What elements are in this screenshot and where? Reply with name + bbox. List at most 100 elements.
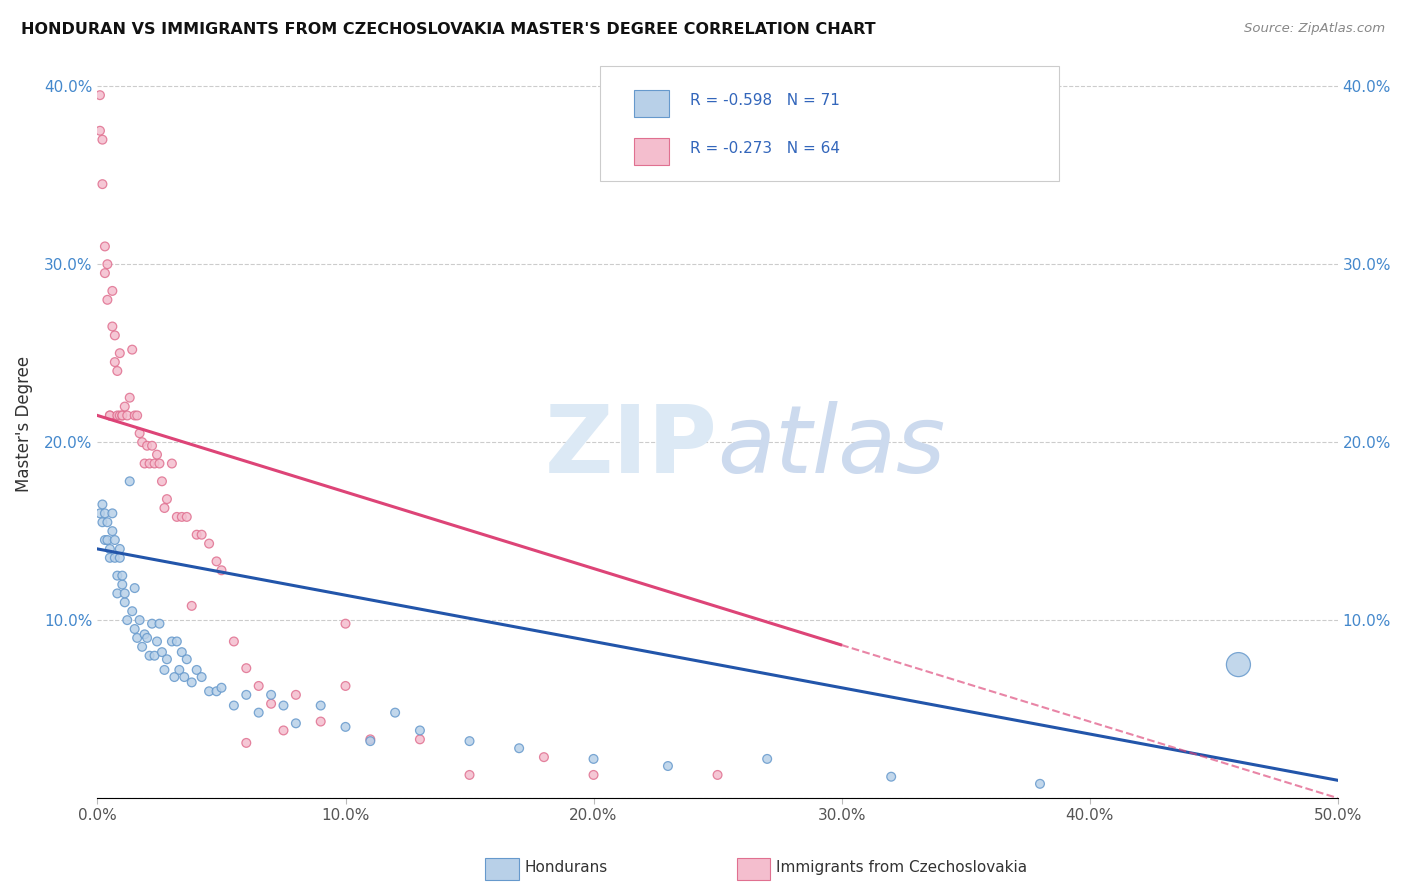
Point <box>222 634 245 648</box>
Point <box>131 435 153 450</box>
Point <box>176 652 198 666</box>
Point <box>176 509 198 524</box>
Point <box>384 706 406 720</box>
Point <box>141 439 163 453</box>
Point <box>186 527 208 541</box>
Point <box>235 661 257 675</box>
Point <box>98 409 121 423</box>
Point <box>160 457 183 471</box>
Point <box>114 595 136 609</box>
Text: R = -0.273   N = 64: R = -0.273 N = 64 <box>690 141 841 156</box>
Point <box>150 475 173 489</box>
Point <box>128 426 150 441</box>
Point <box>756 752 779 766</box>
FancyBboxPatch shape <box>600 66 1059 181</box>
Point <box>105 568 128 582</box>
Point <box>118 475 141 489</box>
Point <box>96 515 118 529</box>
Point <box>156 652 179 666</box>
Point <box>309 714 332 729</box>
Point <box>115 613 138 627</box>
Point <box>134 457 156 471</box>
Point <box>127 631 149 645</box>
Point <box>136 631 159 645</box>
Text: R = -0.598   N = 71: R = -0.598 N = 71 <box>690 94 841 109</box>
Point <box>458 734 481 748</box>
Point <box>101 319 124 334</box>
Point <box>706 768 728 782</box>
Point <box>91 498 114 512</box>
Point <box>198 684 221 698</box>
Point <box>98 541 121 556</box>
Point <box>94 506 117 520</box>
Point <box>247 679 270 693</box>
Point <box>170 645 193 659</box>
Point <box>247 706 270 720</box>
Point <box>134 627 156 641</box>
Point <box>260 688 283 702</box>
Point <box>166 509 188 524</box>
Point <box>104 550 127 565</box>
Point <box>98 409 121 423</box>
Point <box>166 634 188 648</box>
FancyBboxPatch shape <box>634 137 669 165</box>
Point <box>190 527 212 541</box>
Point <box>582 752 605 766</box>
Point <box>128 613 150 627</box>
Point <box>235 688 257 702</box>
Point <box>101 506 124 520</box>
Point <box>121 343 143 357</box>
Point <box>160 634 183 648</box>
Point <box>173 670 195 684</box>
Point <box>359 734 381 748</box>
Point <box>273 723 295 738</box>
Point <box>198 536 221 550</box>
Point <box>143 457 166 471</box>
Y-axis label: Master's Degree: Master's Degree <box>15 356 32 492</box>
Point <box>121 604 143 618</box>
Point <box>260 697 283 711</box>
Point <box>111 409 134 423</box>
Text: Hondurans: Hondurans <box>524 860 607 874</box>
FancyBboxPatch shape <box>634 90 669 118</box>
Text: HONDURAN VS IMMIGRANTS FROM CZECHOSLOVAKIA MASTER'S DEGREE CORRELATION CHART: HONDURAN VS IMMIGRANTS FROM CZECHOSLOVAK… <box>21 22 876 37</box>
Point <box>108 541 131 556</box>
Point <box>284 688 307 702</box>
Point <box>114 400 136 414</box>
Point <box>138 457 160 471</box>
Point <box>124 409 146 423</box>
Point <box>91 515 114 529</box>
Point <box>131 640 153 654</box>
Point <box>190 670 212 684</box>
Point <box>108 409 131 423</box>
Point <box>273 698 295 713</box>
Point <box>124 581 146 595</box>
Point <box>114 586 136 600</box>
Point <box>211 563 233 577</box>
Point <box>127 409 149 423</box>
Point <box>880 770 903 784</box>
Point <box>235 736 257 750</box>
Point <box>91 177 114 191</box>
Point <box>105 364 128 378</box>
Point <box>458 768 481 782</box>
Point <box>211 681 233 695</box>
Point <box>94 266 117 280</box>
Point <box>582 768 605 782</box>
Point <box>94 239 117 253</box>
Point <box>124 622 146 636</box>
Point <box>104 355 127 369</box>
Point <box>409 723 432 738</box>
Text: ZIP: ZIP <box>544 401 717 492</box>
Point <box>89 88 111 103</box>
Point <box>150 645 173 659</box>
Point <box>309 698 332 713</box>
Point <box>180 599 202 613</box>
Point <box>105 586 128 600</box>
Point <box>96 533 118 547</box>
Point <box>89 506 111 520</box>
Point <box>359 732 381 747</box>
Point <box>186 663 208 677</box>
Point <box>153 501 176 516</box>
Point <box>222 698 245 713</box>
